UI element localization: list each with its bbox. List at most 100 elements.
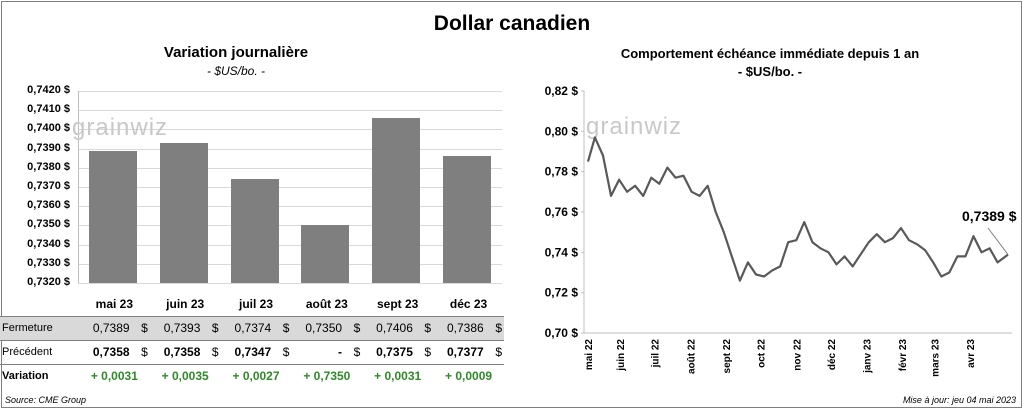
y-tick-label: 0,76 $: [545, 205, 579, 219]
currency-sign: $: [344, 340, 363, 365]
table-cell: 0,7358: [78, 340, 132, 365]
y-tick-label: 0,7370 $: [27, 180, 70, 192]
x-tick-label: mars 23: [930, 339, 941, 377]
price-series-line: [586, 136, 1009, 282]
right-chart-title: Comportement échéance immédiate depuis 1…: [620, 46, 920, 61]
currency-sign: $: [273, 315, 292, 341]
y-gridline: [78, 110, 502, 112]
table-cell: 0,7375: [362, 340, 415, 365]
x-tick-label: juil 22: [651, 339, 662, 369]
grainwiz-logo: grainwiz: [72, 114, 169, 141]
x-tick-label: févr 23: [898, 339, 909, 372]
y-gridline: [78, 244, 502, 246]
source-note: Source: CME Group: [5, 395, 87, 405]
variation-cell: + 0,0009: [445, 369, 493, 384]
price-table: mai 23 juin 23 juil 23 août 23 sept 23 d…: [0, 292, 504, 388]
variation-cell: + 0,0031: [374, 369, 422, 384]
y-tick-label: 0,7340 $: [27, 237, 70, 250]
table-cell: 0,7358: [149, 340, 203, 365]
y-tick-label: 0,7320 $: [27, 276, 70, 288]
y-gridline: [78, 283, 502, 284]
currency-sign: $: [202, 315, 221, 341]
currency-sign: $: [131, 315, 150, 341]
table-cell: 0,7393: [149, 315, 203, 341]
y-tick-label: 0,80 $: [545, 124, 579, 138]
y-tick-label: 0,7360 $: [27, 199, 70, 212]
currency-sign: $: [414, 315, 434, 341]
y-tick-label: 0,7350 $: [27, 218, 70, 231]
table-cell: 0,7350: [291, 315, 345, 341]
variation-cell: + 0,0027: [232, 369, 280, 384]
y-axis-line: [78, 91, 79, 283]
x-tick-label: oct 22: [757, 339, 768, 368]
last-value-label: 0,7389 $: [962, 208, 1017, 224]
table-header-cell: août 23: [305, 296, 348, 311]
currency-sign: $: [485, 340, 504, 365]
y-gridline: [78, 225, 502, 227]
row-label: Variation: [2, 370, 49, 383]
y-tick-label: 0,78 $: [545, 165, 579, 179]
y-tick-label: 0,70 $: [545, 326, 579, 340]
x-tick-label: juin 22: [616, 339, 627, 372]
callout-leader-line: [987, 227, 1009, 255]
table-header-cell: déc 23: [449, 296, 488, 311]
variation-cell: + 0,7350: [303, 369, 351, 384]
y-gridline: [78, 129, 502, 131]
y-tick-label: 0,74 $: [545, 245, 579, 259]
currency-sign: $: [414, 340, 434, 365]
currency-sign: $: [131, 340, 150, 365]
left-chart-unit: - $US/bo. -: [206, 64, 266, 78]
row-label: Fermeture: [0, 315, 79, 341]
x-tick-label: déc 22: [827, 339, 838, 371]
row-label: Précédent: [0, 340, 79, 365]
table-cell: 0,7386: [433, 315, 486, 341]
bar: [89, 150, 138, 283]
bar: [230, 179, 279, 283]
x-tick-label: août 22: [686, 339, 697, 374]
bar: [159, 142, 209, 283]
variation-cell: + 0,0035: [161, 369, 209, 384]
currency-sign: $: [485, 315, 504, 341]
table-row-previous: Précédent 0,7358 $ 0,7358 $ 0,7347 $ - $ 0,7…: [0, 340, 504, 365]
x-tick-label: janv 23: [862, 339, 873, 374]
bar: [371, 117, 421, 283]
updated-note: Mise à jour: jeu 04 mai 2023: [902, 395, 1016, 405]
table-header-cell: juil 23: [239, 296, 274, 311]
currency-sign: $: [273, 340, 292, 365]
y-tick-label: 0,7380 $: [27, 160, 70, 173]
x-tick-label: sept 22: [722, 339, 733, 374]
y-gridline: [78, 187, 502, 188]
currency-sign: $: [344, 315, 363, 341]
table-cell: 0,7377: [433, 340, 486, 365]
bar: [301, 225, 350, 283]
currency-sign: $: [202, 340, 221, 365]
y-gridline: [78, 148, 502, 150]
y-gridline: [78, 91, 502, 92]
y-tick-label: 0,7410 $: [27, 103, 70, 116]
y-tick-label: 0,82 $: [545, 84, 579, 98]
table-cell: 0,7406: [362, 315, 415, 341]
variation-cell: + 0,0031: [90, 369, 138, 384]
bar: [442, 156, 491, 283]
table-cell: 0,7389: [78, 315, 132, 341]
right-chart-unit: - $US/bo. -: [737, 64, 803, 79]
y-tick-label: 0,7400 $: [27, 122, 70, 135]
table-cell: 0,7347: [220, 340, 274, 365]
x-tick-label: nov 22: [792, 339, 803, 371]
x-tick-label: avr 23: [966, 339, 977, 368]
y-gridline: [78, 167, 502, 169]
table-header-row: mai 23 juin 23 juil 23 août 23 sept 23 d…: [0, 292, 504, 316]
table-row-variation: Variation + 0,0031 + 0,0035 + 0,0027 + 0…: [0, 364, 504, 388]
grainwiz-logo: grainwiz: [586, 113, 683, 140]
y-tick-label: 0,7330 $: [27, 256, 70, 269]
y-tick-label: 0,7420 $: [27, 84, 70, 96]
y-gridline: [78, 263, 502, 265]
table-row-close: Fermeture 0,7389 $ 0,7393 $ 0,7374 $ 0,7350…: [0, 315, 504, 341]
table-header-cell: juin 23: [166, 296, 205, 311]
y-tick-label: 0,7390 $: [27, 141, 70, 154]
table-header-cell: sept 23: [376, 296, 419, 311]
y-gridline: [78, 206, 502, 208]
left-chart-title: Variation journalière: [163, 44, 309, 61]
